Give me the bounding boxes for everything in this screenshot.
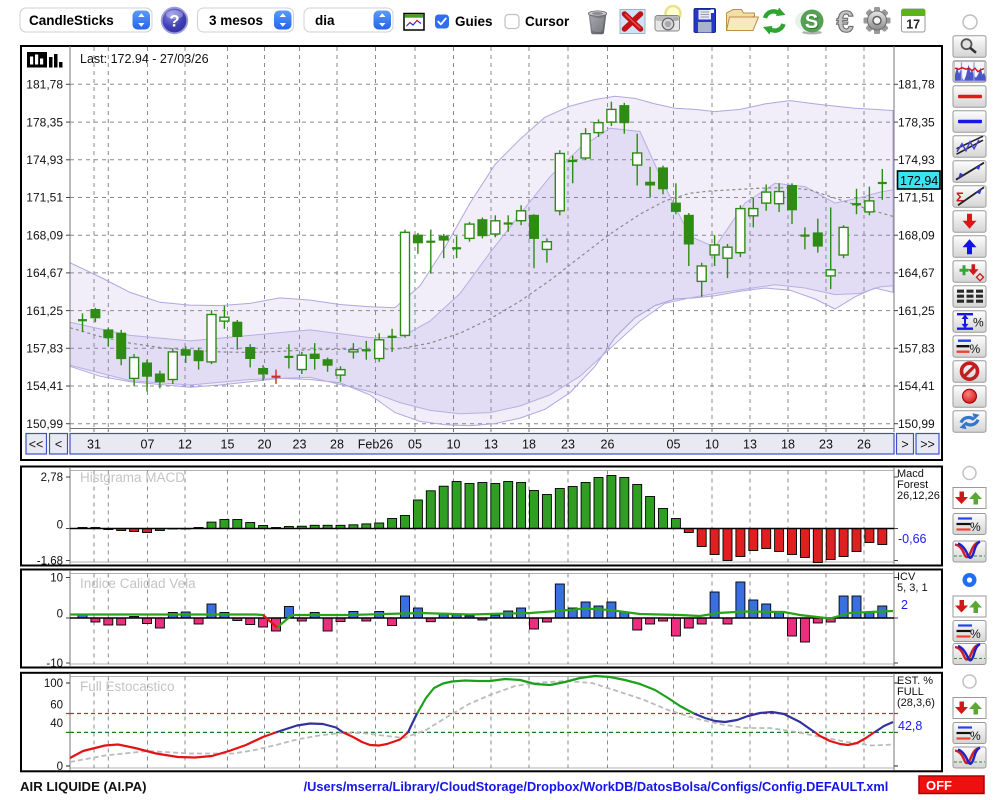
svg-text:OFF: OFF — [926, 778, 952, 793]
svg-text:Σ: Σ — [956, 190, 964, 205]
svg-text:3 mesos: 3 mesos — [209, 13, 263, 28]
svg-text:181,78: 181,78 — [898, 78, 935, 92]
svg-text:2: 2 — [901, 598, 908, 612]
svg-text:>: > — [901, 438, 908, 452]
svg-text:%: % — [970, 520, 981, 534]
svg-text:161,25: 161,25 — [26, 304, 63, 318]
svg-text:FULL: FULL — [897, 686, 924, 698]
svg-text:150,99: 150,99 — [898, 417, 935, 431]
svg-text:-1,68: -1,68 — [37, 556, 63, 568]
svg-text:dia: dia — [315, 13, 335, 28]
svg-text:181,78: 181,78 — [26, 78, 63, 92]
svg-text:?: ? — [169, 12, 179, 31]
svg-text:%: % — [970, 627, 981, 641]
svg-text:S: S — [805, 11, 818, 33]
svg-text:0: 0 — [57, 761, 63, 773]
svg-text:0: 0 — [57, 520, 63, 532]
svg-text:05: 05 — [408, 438, 422, 452]
svg-text:172,94: 172,94 — [900, 174, 938, 188]
svg-text:161,25: 161,25 — [898, 304, 935, 318]
svg-text:-0,66: -0,66 — [898, 532, 927, 546]
svg-text:10: 10 — [50, 573, 63, 585]
svg-text:07: 07 — [141, 438, 155, 452]
svg-text:168,09: 168,09 — [898, 228, 935, 242]
svg-text:31: 31 — [87, 438, 101, 452]
svg-text:171,51: 171,51 — [26, 191, 63, 205]
svg-text:Last: 172.94 - 27/03/26: Last: 172.94 - 27/03/26 — [80, 52, 209, 66]
svg-text:Histgrama MACD: Histgrama MACD — [80, 470, 185, 485]
svg-text:05: 05 — [667, 438, 681, 452]
svg-text:5, 3, 1: 5, 3, 1 — [897, 582, 928, 594]
svg-text:42,8: 42,8 — [898, 719, 922, 733]
svg-text:CandleSticks: CandleSticks — [29, 13, 114, 28]
svg-text:%: % — [970, 729, 981, 743]
svg-text:18: 18 — [781, 438, 795, 452]
svg-text:26,12,26: 26,12,26 — [897, 490, 940, 502]
svg-text:20: 20 — [258, 438, 272, 452]
svg-text:150,99: 150,99 — [26, 417, 63, 431]
svg-text:26: 26 — [601, 438, 615, 452]
svg-text:23: 23 — [561, 438, 575, 452]
svg-text:171,51: 171,51 — [898, 191, 935, 205]
svg-text:Full Estocastico: Full Estocastico — [80, 679, 175, 694]
svg-text:-10: -10 — [46, 658, 63, 670]
svg-text:<<: << — [29, 438, 44, 452]
svg-text:ICV: ICV — [897, 571, 916, 583]
svg-text:40: 40 — [50, 718, 63, 730]
svg-text:23: 23 — [819, 438, 833, 452]
svg-text:17: 17 — [906, 18, 920, 32]
svg-text:154,41: 154,41 — [26, 379, 63, 393]
svg-text:178,35: 178,35 — [26, 115, 63, 129]
svg-text:12: 12 — [178, 438, 192, 452]
svg-text:10: 10 — [447, 438, 461, 452]
svg-text:164,67: 164,67 — [26, 266, 63, 280]
svg-text:Macd: Macd — [897, 468, 924, 480]
svg-text:13: 13 — [743, 438, 757, 452]
svg-text:174,93: 174,93 — [898, 153, 935, 167]
svg-text:S: S — [806, 12, 819, 34]
svg-text:23: 23 — [293, 438, 307, 452]
svg-text:154,41: 154,41 — [898, 379, 935, 393]
svg-text:Indice Calidad Vela: Indice Calidad Vela — [80, 576, 196, 591]
svg-text:164,67: 164,67 — [898, 266, 935, 280]
svg-text:2,78: 2,78 — [41, 472, 63, 484]
svg-text:0: 0 — [57, 609, 63, 621]
svg-text:157,83: 157,83 — [26, 342, 63, 356]
svg-text:Cursor: Cursor — [525, 14, 570, 29]
svg-text:10: 10 — [705, 438, 719, 452]
svg-text:157,83: 157,83 — [898, 342, 935, 356]
svg-text:13: 13 — [484, 438, 498, 452]
svg-text:/Users/mserra/Library/CloudSto: /Users/mserra/Library/CloudStorage/Dropb… — [304, 779, 889, 794]
svg-text:Feb26: Feb26 — [358, 438, 393, 452]
svg-text:15: 15 — [221, 438, 235, 452]
svg-text:(28,3,6): (28,3,6) — [897, 697, 935, 709]
svg-text:<: < — [55, 438, 62, 452]
svg-text:100: 100 — [44, 678, 63, 690]
svg-text:168,09: 168,09 — [26, 228, 63, 242]
svg-text:Forest: Forest — [897, 479, 928, 491]
svg-text:%: % — [970, 342, 981, 356]
svg-text:€: € — [836, 4, 853, 39]
svg-text:18: 18 — [522, 438, 536, 452]
svg-text:60: 60 — [50, 700, 63, 712]
svg-text:28: 28 — [330, 438, 344, 452]
svg-text:178,35: 178,35 — [898, 115, 935, 129]
svg-text:EST. %: EST. % — [897, 675, 933, 687]
svg-text:174,93: 174,93 — [26, 153, 63, 167]
svg-text:AIR LIQUIDE (AI.PA): AIR LIQUIDE (AI.PA) — [20, 779, 147, 794]
svg-text:%: % — [973, 316, 984, 330]
svg-text:26: 26 — [857, 438, 871, 452]
svg-text:>>: >> — [920, 438, 935, 452]
svg-text:Guies: Guies — [455, 14, 493, 29]
